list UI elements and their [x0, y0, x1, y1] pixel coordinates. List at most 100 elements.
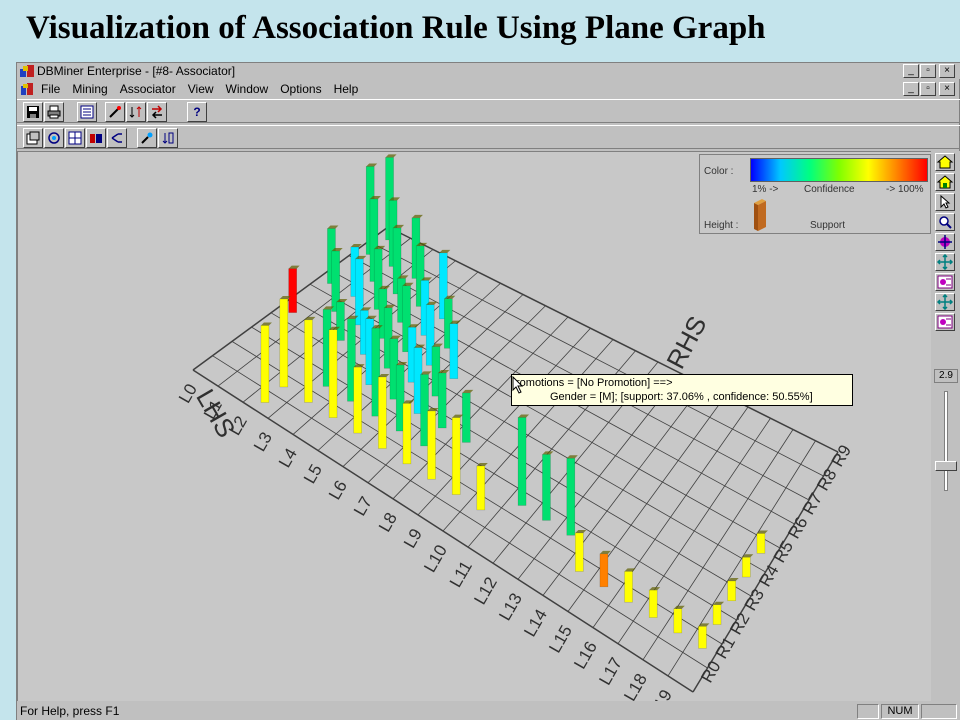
plane-graph-canvas[interactable]: L0 L1 L2 L3 L4 L5 L6 L7 L8 L9 L10 L11 L12 L13 L14 L15 L1…	[17, 151, 931, 701]
association-bar-top	[347, 315, 359, 319]
legend-color-min: 1% ->	[752, 184, 779, 195]
pan-alt-button[interactable]	[935, 293, 955, 311]
association-bar-top	[411, 214, 423, 218]
association-bar-top	[452, 414, 464, 418]
home-alt-icon	[936, 175, 954, 189]
association-bar-top	[378, 373, 390, 377]
move-button[interactable]	[935, 233, 955, 251]
rhs-axis-label: R4	[755, 562, 782, 590]
home-alt-button[interactable]	[935, 173, 955, 191]
pointer-button[interactable]	[935, 193, 955, 211]
association-bar-top	[438, 369, 450, 373]
filter-button[interactable]	[137, 128, 157, 148]
status-cell-blank-1	[857, 704, 879, 719]
lhs-axis-label: L4	[275, 445, 301, 471]
zoom-slider-thumb[interactable]	[935, 461, 957, 471]
menu-help[interactable]: Help	[333, 82, 359, 96]
minimize-button[interactable]: _	[903, 64, 919, 78]
sort-icon	[162, 132, 174, 144]
association-bar	[451, 417, 461, 495]
view-toolbar	[17, 125, 960, 149]
association-bar	[449, 323, 459, 379]
filter-icon	[141, 132, 153, 144]
association-bar-top	[393, 224, 405, 228]
rule-tooltip: romotions = [No Promotion] ==> Gender = …	[511, 374, 853, 406]
association-bar	[425, 304, 435, 366]
legend-height-meaning: Support	[810, 220, 846, 231]
pan-button[interactable]	[935, 253, 955, 271]
print-button[interactable]	[44, 102, 64, 122]
lhs-axis-label: L19	[645, 686, 676, 701]
association-bar-top	[304, 316, 316, 320]
branch-button[interactable]	[107, 128, 127, 148]
association-bar-top	[385, 154, 397, 158]
rhs-axis-label: R2	[726, 610, 753, 638]
zoom-button[interactable]	[935, 213, 955, 231]
association-bar-top	[389, 335, 401, 339]
document-icon[interactable]	[20, 82, 34, 96]
grid-icon	[68, 131, 82, 145]
association-bar-top	[329, 326, 341, 330]
tooltip-line-1: romotions = [No Promotion] ==>	[516, 377, 673, 389]
list-button[interactable]	[77, 102, 97, 122]
doc-close-button[interactable]: ×	[939, 82, 955, 96]
lhs-axis-label: L15	[545, 622, 576, 656]
rhs-axis-label: R7	[799, 490, 826, 518]
properties-icon	[26, 131, 40, 145]
association-bar	[712, 604, 722, 625]
tool-palette: 2.9	[931, 151, 960, 701]
menu-mining[interactable]: Mining	[72, 82, 108, 96]
menu-file[interactable]: File	[41, 82, 61, 96]
association-bar	[437, 372, 447, 429]
confidence-gradient	[750, 158, 928, 182]
lhs-axis-label: L12	[470, 574, 501, 608]
association-bar-top	[427, 408, 439, 412]
plane-graph[interactable]: L0L1L2L3L4L5L6L7L8L9L10L11L12L13L14L15L1…	[18, 152, 931, 701]
sort-button[interactable]	[158, 128, 178, 148]
restore-button[interactable]: ▫	[920, 64, 936, 78]
association-bar	[260, 325, 270, 403]
save-button[interactable]	[23, 102, 43, 122]
menu-associator[interactable]: Associator	[119, 82, 176, 96]
print-icon	[47, 105, 61, 119]
legend-color-mid: Confidence	[804, 184, 855, 195]
rotate-icon	[151, 105, 163, 119]
doc-restore-button[interactable]: ▫	[920, 82, 936, 96]
doc-minimize-button[interactable]: _	[903, 82, 919, 96]
home-button[interactable]	[935, 153, 955, 171]
cube-button[interactable]	[86, 128, 106, 148]
association-bar-top	[260, 322, 272, 326]
grid-button[interactable]	[65, 128, 85, 148]
rotate-button[interactable]	[147, 102, 167, 122]
config-button[interactable]	[935, 273, 955, 291]
association-bar-top	[476, 462, 488, 466]
close-button[interactable]: ×	[939, 64, 955, 78]
refresh-button[interactable]	[44, 128, 64, 148]
arrows-button[interactable]	[126, 102, 146, 122]
association-bar-top	[353, 364, 365, 368]
association-bar-top	[713, 601, 725, 605]
association-bar	[353, 366, 362, 434]
lhs-axis-label: L8	[375, 509, 401, 535]
help-button[interactable]: ?	[187, 102, 207, 122]
wand-button[interactable]	[105, 102, 125, 122]
lhs-axis-label: L18	[620, 670, 651, 701]
zoom-slider-track[interactable]	[944, 391, 948, 491]
association-bar	[742, 556, 751, 578]
association-bar-top	[336, 298, 348, 302]
association-bar-top	[414, 344, 426, 348]
association-bar-top	[518, 414, 530, 418]
association-bar-top	[698, 623, 710, 627]
config-alt-button[interactable]	[935, 313, 955, 331]
lhs-axis-label: L6	[325, 477, 351, 503]
menu-view[interactable]: View	[187, 82, 214, 96]
move-icon	[938, 235, 952, 249]
association-bar-top	[756, 530, 768, 534]
association-bar	[624, 571, 633, 603]
lhs-axis-label: L14	[520, 606, 551, 640]
menu-options[interactable]: Options	[280, 82, 322, 96]
association-bar-top	[426, 301, 438, 305]
menu-window[interactable]: Window	[225, 82, 269, 96]
properties-button[interactable]	[23, 128, 43, 148]
association-bar-top	[374, 245, 386, 249]
